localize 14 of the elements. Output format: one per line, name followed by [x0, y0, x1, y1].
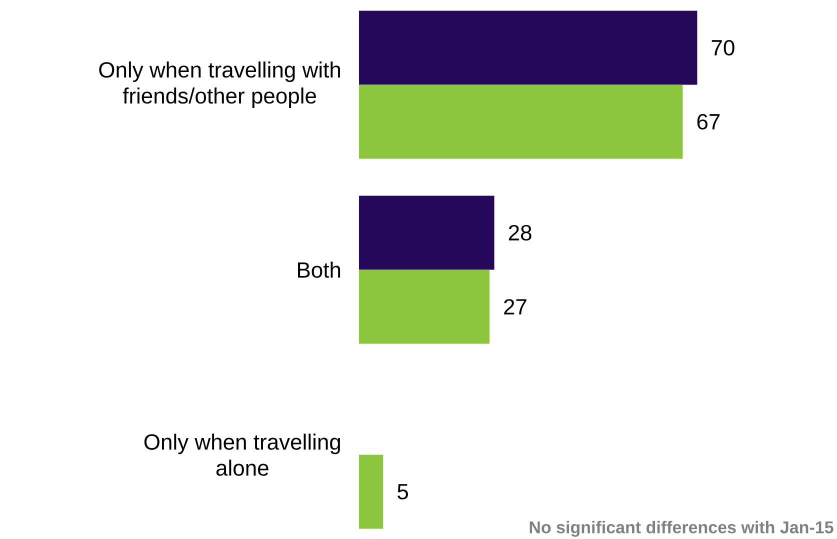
data-label: 5 [398, 484, 408, 500]
bar [359, 270, 490, 344]
data-label: 27 [504, 299, 526, 314]
y-tick-label: Only when travelling with friends/other people [99, 62, 340, 108]
y-tick-label: Both [298, 262, 340, 278]
data-label: 70 [712, 40, 734, 56]
bar [359, 84, 683, 159]
bar [359, 10, 698, 85]
data-label: 28 [508, 224, 532, 241]
bar [359, 454, 384, 529]
bar [359, 196, 494, 270]
y-tick-label: Only when travelling alone [144, 434, 340, 476]
data-label: 67 [697, 114, 720, 130]
annotation: No significant differences with Jan-15 [530, 520, 834, 537]
